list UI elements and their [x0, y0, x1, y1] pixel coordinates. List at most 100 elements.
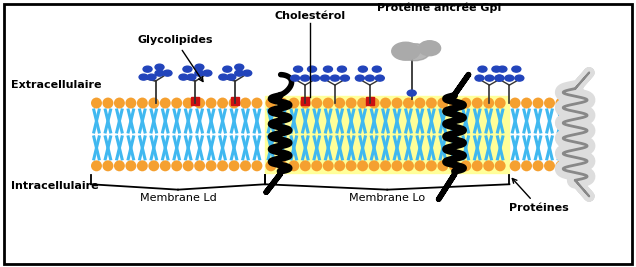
Ellipse shape [475, 75, 484, 81]
Circle shape [460, 97, 471, 108]
Circle shape [251, 160, 263, 171]
Circle shape [91, 97, 102, 108]
Circle shape [114, 97, 125, 108]
Ellipse shape [485, 75, 494, 81]
Ellipse shape [505, 75, 514, 81]
Circle shape [277, 97, 288, 108]
Ellipse shape [195, 64, 204, 70]
Ellipse shape [227, 74, 236, 80]
Circle shape [392, 160, 403, 171]
Circle shape [160, 160, 170, 171]
Circle shape [521, 97, 532, 108]
Circle shape [438, 160, 448, 171]
Circle shape [495, 160, 506, 171]
Circle shape [137, 97, 148, 108]
Circle shape [183, 160, 193, 171]
Ellipse shape [478, 66, 487, 72]
Circle shape [288, 160, 300, 171]
Circle shape [277, 160, 288, 171]
Circle shape [265, 160, 277, 171]
Circle shape [415, 160, 425, 171]
Circle shape [403, 160, 414, 171]
Circle shape [125, 160, 136, 171]
Text: Intracellulaire: Intracellulaire [11, 181, 99, 191]
Ellipse shape [321, 75, 329, 81]
FancyBboxPatch shape [191, 97, 200, 105]
Ellipse shape [235, 64, 244, 70]
Ellipse shape [203, 70, 212, 76]
Ellipse shape [358, 66, 368, 72]
Circle shape [357, 160, 368, 171]
Ellipse shape [407, 90, 416, 96]
Ellipse shape [235, 70, 244, 76]
Circle shape [472, 160, 483, 171]
Circle shape [369, 160, 380, 171]
Circle shape [334, 160, 345, 171]
Circle shape [483, 160, 494, 171]
Circle shape [509, 97, 521, 108]
Ellipse shape [183, 66, 192, 72]
Text: Protéines: Protéines [509, 179, 569, 213]
Circle shape [495, 97, 506, 108]
Ellipse shape [143, 66, 152, 72]
Circle shape [102, 97, 113, 108]
Circle shape [311, 160, 322, 171]
Circle shape [438, 97, 448, 108]
Circle shape [472, 97, 483, 108]
Ellipse shape [400, 44, 430, 61]
Text: Membrane Lo: Membrane Lo [349, 193, 425, 203]
Circle shape [300, 97, 311, 108]
Circle shape [392, 97, 403, 108]
Bar [265, 96, 509, 173]
Circle shape [217, 160, 228, 171]
Circle shape [240, 97, 251, 108]
Ellipse shape [498, 66, 507, 72]
Circle shape [171, 160, 182, 171]
Ellipse shape [187, 74, 196, 80]
Circle shape [449, 97, 460, 108]
Ellipse shape [492, 66, 501, 72]
Text: Membrane Ld: Membrane Ld [139, 193, 216, 203]
Ellipse shape [515, 75, 524, 81]
Circle shape [345, 160, 357, 171]
Circle shape [171, 97, 182, 108]
Circle shape [345, 97, 357, 108]
Circle shape [460, 160, 471, 171]
Ellipse shape [139, 74, 148, 80]
Circle shape [555, 97, 567, 108]
Ellipse shape [324, 66, 333, 72]
Circle shape [357, 97, 368, 108]
Circle shape [578, 97, 590, 108]
Circle shape [160, 97, 170, 108]
Circle shape [426, 97, 437, 108]
Circle shape [251, 97, 263, 108]
Circle shape [102, 160, 113, 171]
Circle shape [311, 97, 322, 108]
Circle shape [334, 97, 345, 108]
Ellipse shape [365, 75, 375, 81]
Circle shape [322, 97, 334, 108]
Circle shape [148, 160, 159, 171]
Circle shape [240, 160, 251, 171]
Circle shape [125, 97, 136, 108]
Circle shape [380, 97, 391, 108]
Ellipse shape [418, 41, 441, 56]
Text: Glycolipides: Glycolipides [138, 35, 213, 81]
Circle shape [194, 97, 205, 108]
Circle shape [380, 160, 391, 171]
Text: Protéine ancrée GpI: Protéine ancrée GpI [377, 3, 502, 13]
Ellipse shape [375, 75, 384, 81]
Circle shape [521, 160, 532, 171]
Ellipse shape [155, 70, 164, 76]
Circle shape [369, 97, 380, 108]
Ellipse shape [331, 75, 340, 81]
Text: Extracellulaire: Extracellulaire [11, 80, 102, 90]
Ellipse shape [147, 74, 156, 80]
Circle shape [217, 97, 228, 108]
Ellipse shape [392, 42, 420, 60]
Circle shape [228, 160, 240, 171]
Circle shape [532, 97, 544, 108]
Circle shape [578, 160, 590, 171]
Ellipse shape [243, 70, 252, 76]
Circle shape [567, 97, 578, 108]
